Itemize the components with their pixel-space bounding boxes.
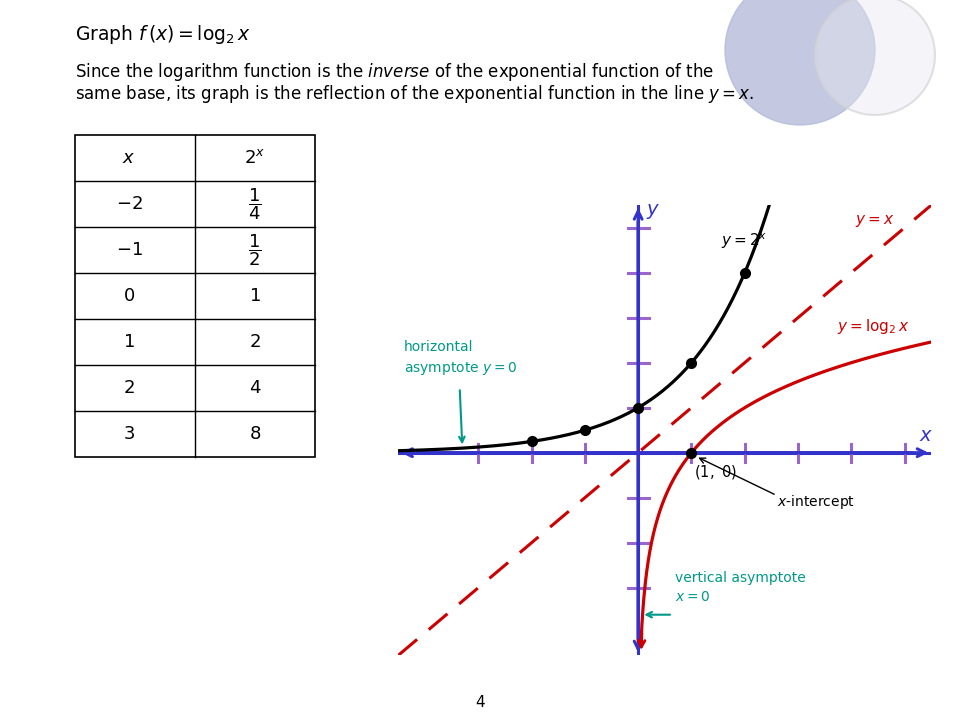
Text: Graph $f\,(x) = \log_2 x$: Graph $f\,(x) = \log_2 x$: [75, 24, 251, 47]
Circle shape: [725, 0, 875, 125]
Text: $x$: $x$: [919, 426, 933, 445]
Text: $x$: $x$: [122, 149, 135, 167]
Text: $y = x$: $y = x$: [854, 213, 894, 229]
Text: $2^x$: $2^x$: [245, 149, 266, 167]
Text: $4$: $4$: [249, 379, 261, 397]
Text: same base, its graph is the reflection of the exponential function in the line $: same base, its graph is the reflection o…: [75, 83, 755, 105]
Text: $y$: $y$: [646, 202, 660, 222]
Text: $\dfrac{1}{4}$: $\dfrac{1}{4}$: [249, 186, 262, 222]
Text: $\dfrac{1}{2}$: $\dfrac{1}{2}$: [249, 232, 262, 268]
Text: $2$: $2$: [250, 333, 261, 351]
Text: $0$: $0$: [123, 287, 135, 305]
Text: $2$: $2$: [123, 379, 134, 397]
Text: $(1,\ 0)$: $(1,\ 0)$: [694, 463, 737, 481]
Text: $y = \log_2 x$: $y = \log_2 x$: [837, 318, 910, 336]
Text: $y = 2^x$: $y = 2^x$: [721, 231, 767, 251]
Text: 4: 4: [475, 695, 485, 710]
Text: $x$-intercept: $x$-intercept: [777, 493, 854, 511]
Text: $-1$: $-1$: [115, 241, 142, 259]
Circle shape: [815, 0, 935, 115]
Bar: [75, 135, 315, 457]
Text: vertical asymptote
$x = 0$: vertical asymptote $x = 0$: [676, 571, 806, 605]
Text: $3$: $3$: [123, 425, 135, 443]
Text: $1$: $1$: [250, 287, 261, 305]
Text: $8$: $8$: [249, 425, 261, 443]
Text: Since the logarithm function is the $\mathit{inverse}$ of the exponential functi: Since the logarithm function is the $\ma…: [75, 61, 714, 83]
Text: $1$: $1$: [123, 333, 134, 351]
Text: $-2$: $-2$: [115, 195, 142, 213]
Text: horizontal
asymptote $y = 0$: horizontal asymptote $y = 0$: [404, 340, 517, 377]
